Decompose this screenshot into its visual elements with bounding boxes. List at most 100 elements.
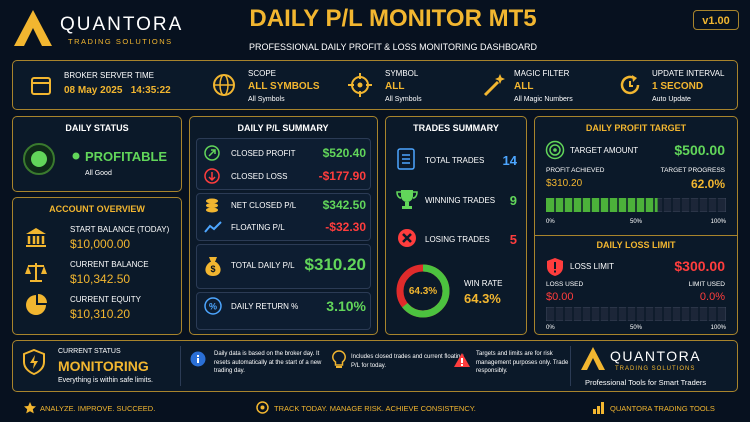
brand-sub: TRADING SOLUTIONS — [615, 366, 696, 372]
row-label: FLOATING P/L — [231, 223, 285, 232]
tagline: Professional Tools for Smart Traders — [585, 378, 707, 387]
info-label: SYMBOL — [385, 69, 419, 78]
row-value: $310.20 — [304, 255, 366, 274]
info-value: ALL SYMBOLS — [248, 81, 320, 92]
brand-sub: TRADING SOLUTIONS — [68, 37, 173, 46]
scale-label: 50% — [629, 219, 643, 225]
row-value: $520.40 — [322, 146, 366, 160]
row-value: -$32.30 — [325, 220, 366, 234]
row-value: $342.50 — [322, 198, 366, 212]
info-detail: All Magic Numbers — [514, 96, 573, 103]
panel-title: TRADES SUMMARY — [413, 123, 499, 133]
footer-text: ANALYZE. IMPROVE. SUCCEED. — [40, 404, 156, 413]
footer-text: TRACK TODAY. MANAGE RISK. ACHIEVE CONSIS… — [274, 404, 476, 413]
icon — [26, 228, 46, 247]
status-title: CURRENT STATUS — [58, 348, 121, 355]
icon — [620, 75, 640, 95]
note: Includes closed trades and current float… — [351, 354, 464, 369]
icon — [26, 294, 47, 315]
icon — [204, 168, 220, 184]
logo-icon — [581, 347, 605, 370]
status-bar — [12, 340, 738, 392]
progress-scale: 0% 50% 100% — [546, 219, 726, 227]
info-detail: Auto Update — [652, 96, 691, 103]
panel-title: DAILY STATUS — [65, 123, 129, 133]
scale-label: 0% — [546, 325, 555, 331]
icon — [397, 148, 415, 170]
status-light — [23, 143, 55, 175]
row-label: DAILY RETURN % — [231, 302, 299, 311]
target-amount: $500.00 — [674, 142, 725, 158]
icon: % — [204, 297, 222, 315]
pl-group — [196, 193, 371, 241]
target-panel — [534, 116, 738, 335]
note: Targets and limits are for risk manageme… — [476, 351, 569, 375]
svg-text:$: $ — [210, 264, 215, 274]
note: Daily data is based on the broker day. I… — [214, 351, 322, 375]
info-label: UPDATE INTERVAL — [652, 69, 725, 78]
info-label: MAGIC FILTER — [514, 69, 570, 78]
win-rate-center: 64.3% — [408, 286, 438, 297]
trades-panel — [385, 116, 527, 335]
win-rate-arc — [396, 264, 450, 318]
svg-text:%: % — [209, 302, 217, 312]
progress-value: 62.0% — [690, 177, 725, 191]
row-label: CLOSED LOSS — [231, 172, 288, 181]
row-label: CURRENT EQUITY — [70, 295, 141, 304]
pl-group — [196, 244, 371, 289]
icon — [24, 402, 36, 414]
row-label: TOTAL DAILY P/L — [231, 261, 295, 270]
row-value: 14 — [502, 153, 517, 168]
footer-text: QUANTORA TRADING TOOLS — [610, 404, 715, 413]
row-value: $10,000.00 — [70, 237, 131, 251]
status-detail: Everything is within safe limits. — [58, 377, 153, 384]
version: v1.00 — [693, 10, 739, 30]
info-label: BROKER SERVER TIME — [64, 71, 154, 80]
row-label: LOSING TRADES — [425, 235, 490, 244]
panel-title: ACCOUNT OVERVIEW — [49, 204, 145, 214]
title: DAILY P/L MONITOR MT5 — [249, 5, 537, 32]
logo-icon — [14, 10, 52, 46]
panel-title: DAILY LOSS LIMIT — [596, 240, 676, 250]
achieved-label: PROFIT ACHIEVED — [546, 167, 605, 174]
info-value: ALL — [514, 81, 534, 92]
brand: QUANTORA — [60, 14, 184, 35]
icon — [25, 263, 47, 282]
row-value: 9 — [509, 193, 517, 208]
icon — [547, 258, 563, 276]
status-value: MONITORING — [58, 358, 149, 374]
row-value: -$177.90 — [318, 169, 366, 183]
icon — [483, 74, 505, 97]
divider — [180, 346, 181, 386]
row-label: NET CLOSED P/L — [231, 201, 297, 210]
row-value: $10,342.50 — [70, 272, 131, 286]
scale-label: 100% — [710, 219, 726, 225]
row-value: $10,310.20 — [70, 307, 131, 321]
info-value: 08 May 2025 14:35:22 — [64, 85, 171, 96]
icon — [398, 229, 416, 247]
info-label: SCOPE — [248, 69, 277, 78]
used-value: $0.00 — [546, 291, 574, 303]
loss-bar — [546, 307, 726, 321]
status: PROFITABLE — [85, 149, 168, 164]
icon — [213, 74, 235, 96]
brand: QUANTORA — [610, 348, 702, 364]
icon — [23, 349, 45, 375]
scale-label: 0% — [546, 219, 555, 225]
progress-label: TARGET PROGRESS — [660, 167, 725, 174]
divider — [570, 346, 571, 386]
icon — [204, 221, 222, 233]
divider — [535, 235, 737, 236]
scale-label: 100% — [710, 325, 726, 331]
limit-amount: $300.00 — [674, 258, 725, 274]
achieved-value: $310.20 — [546, 178, 583, 189]
bar-fill — [546, 198, 658, 212]
row-value: 5 — [509, 232, 517, 247]
icon: $ — [205, 257, 221, 276]
win-rate-value: 64.3% — [464, 291, 501, 306]
pl-group — [196, 292, 371, 330]
icon — [396, 190, 418, 209]
status-detail: All Good — [85, 170, 112, 177]
used-label: LOSS USED — [546, 281, 584, 288]
panel-title: DAILY P/L SUMMARY — [237, 123, 329, 133]
